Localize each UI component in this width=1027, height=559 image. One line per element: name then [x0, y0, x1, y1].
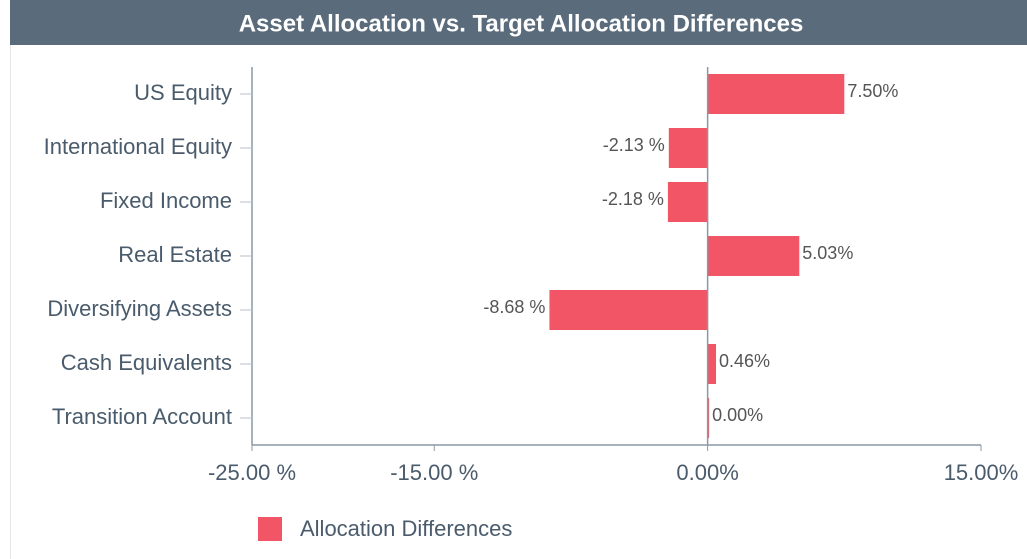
x-tick-label: 15.00% — [944, 460, 1019, 485]
y-tick-label: Transition Account — [52, 404, 232, 429]
value-label: 5.03% — [802, 243, 853, 263]
y-tick-label: Real Estate — [118, 242, 232, 267]
bar — [668, 128, 708, 168]
value-label: 7.50% — [847, 81, 898, 101]
value-label: 0.00% — [712, 405, 763, 425]
x-tick-label: -15.00 % — [390, 460, 478, 485]
x-tick-label: 0.00% — [676, 460, 738, 485]
bar — [707, 74, 845, 114]
chart-title: Asset Allocation vs. Target Allocation D… — [239, 10, 804, 37]
y-tick-label: Diversifying Assets — [47, 296, 232, 321]
bar — [707, 344, 717, 384]
y-tick-label: Fixed Income — [100, 188, 232, 213]
legend-label: Allocation Differences — [300, 516, 512, 541]
legend-swatch — [258, 517, 282, 541]
title-bar — [10, 0, 1027, 45]
bar — [667, 182, 708, 222]
value-label: -8.68 % — [483, 297, 545, 317]
x-tick-label: -25.00 % — [208, 460, 296, 485]
y-tick-label: US Equity — [134, 80, 232, 105]
bar — [549, 290, 708, 330]
value-label: -2.18 % — [602, 189, 664, 209]
value-label: -2.13 % — [603, 135, 665, 155]
bar — [707, 236, 800, 276]
y-tick-label: Cash Equivalents — [61, 350, 232, 375]
value-label: 0.46% — [719, 351, 770, 371]
y-tick-label: International Equity — [44, 134, 232, 159]
